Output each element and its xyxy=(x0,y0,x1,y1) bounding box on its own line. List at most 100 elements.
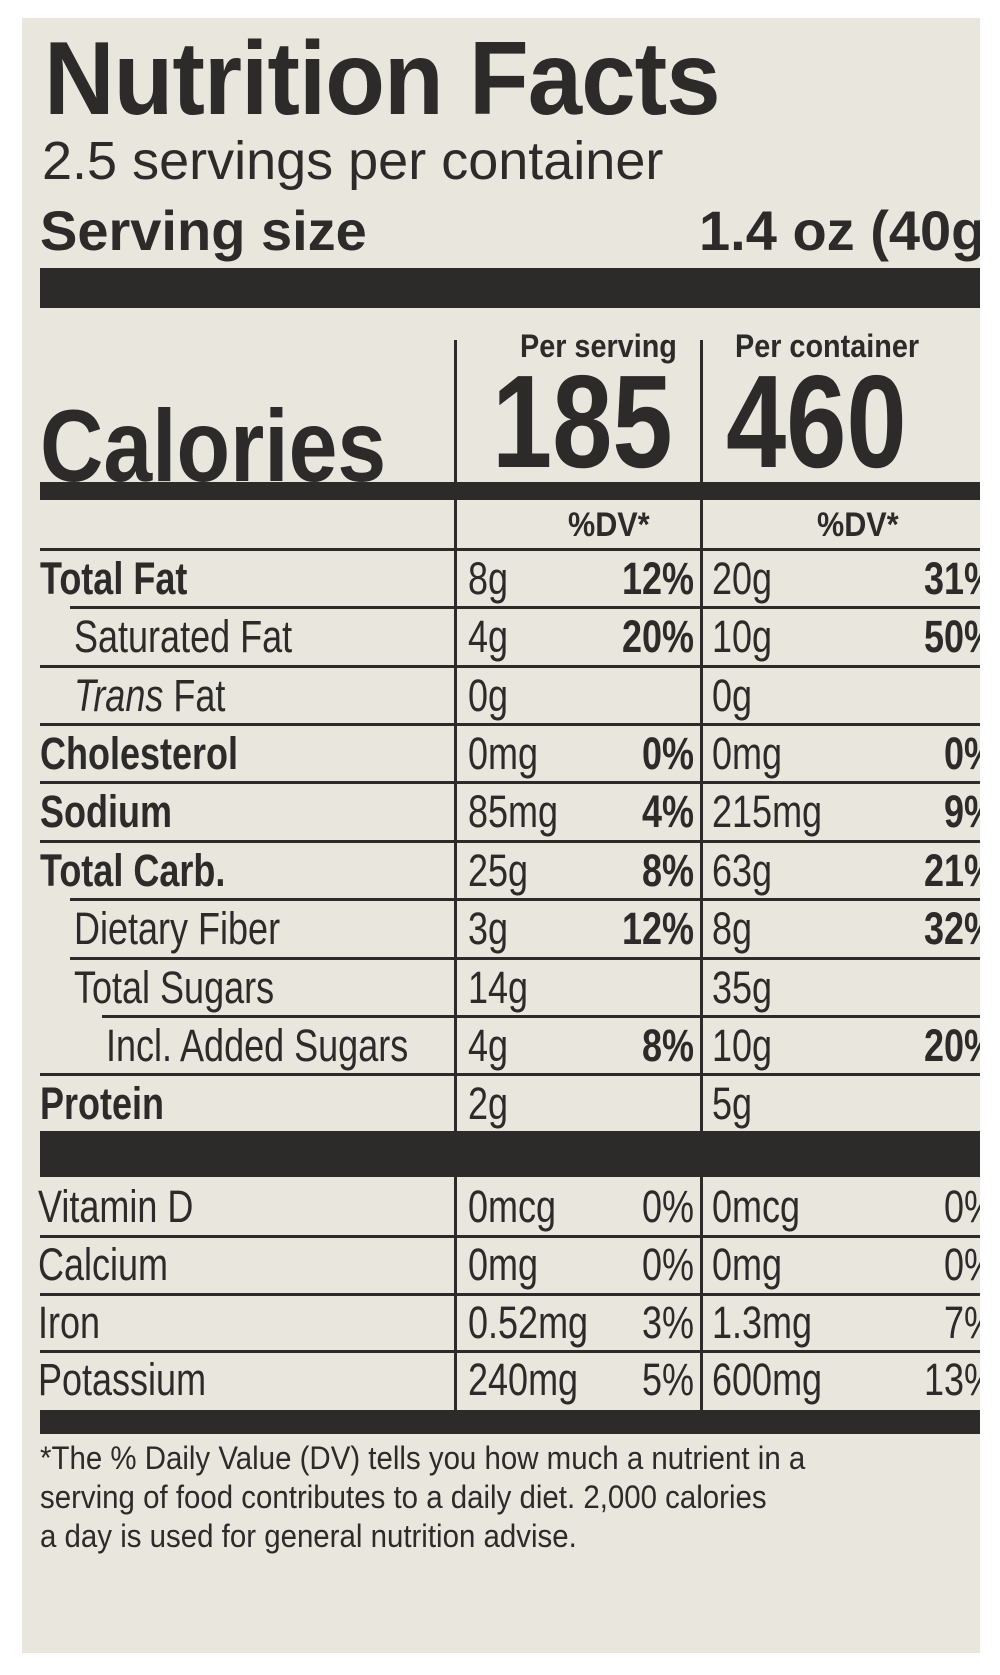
calories-divider-left xyxy=(454,340,457,482)
serving-amount: 0g xyxy=(468,670,509,721)
container-dv: 0% xyxy=(943,1239,980,1290)
column-divider-left xyxy=(454,1177,457,1410)
container-dv: 20% xyxy=(923,1020,980,1071)
serving-amount: 14g xyxy=(468,962,529,1013)
container-dv: 32% xyxy=(923,903,980,954)
serving-dv: 0% xyxy=(641,1181,694,1232)
serving-size-value: 1.4 oz (40g) xyxy=(699,199,980,262)
thick-divider-footnote xyxy=(40,1410,980,1434)
thick-divider-top xyxy=(40,268,980,308)
per-container-header: Per container xyxy=(735,328,920,364)
container-amount: 0mcg xyxy=(712,1181,801,1232)
row-divider xyxy=(40,665,980,668)
container-amount: 600mg xyxy=(712,1354,823,1405)
serving-dv: 20% xyxy=(621,611,694,662)
serving-amount: 8g xyxy=(468,553,509,604)
serving-amount: 85mg xyxy=(468,786,559,837)
container-amount: 0mg xyxy=(712,728,783,779)
serving-amount: 25g xyxy=(468,845,529,896)
row-divider xyxy=(40,1073,980,1076)
container-amount: 0g xyxy=(712,670,753,721)
vitamin-name: Vitamin D xyxy=(38,1181,194,1232)
serving-dv: 4% xyxy=(641,786,694,837)
container-dv: 0% xyxy=(943,728,980,779)
container-dv: 31% xyxy=(923,553,980,604)
serving-dv: 8% xyxy=(641,845,694,896)
serving-amount: 4g xyxy=(468,611,509,662)
nutrient-name-italic: Trans xyxy=(74,670,164,721)
nutrition-facts-label: Nutrition Facts 2.5 servings per contain… xyxy=(36,18,980,1648)
container-amount: 20g xyxy=(712,553,773,604)
container-amount: 10g xyxy=(712,611,773,662)
row-divider xyxy=(70,898,980,901)
serving-amount: 240mg xyxy=(468,1354,579,1405)
row-divider xyxy=(102,1015,980,1018)
container-dv: 9% xyxy=(943,786,980,837)
serving-amount: 0.52mg xyxy=(468,1297,589,1348)
container-dv: 7% xyxy=(943,1297,980,1348)
row-divider xyxy=(40,840,980,843)
container-amount: 63g xyxy=(712,845,773,896)
container-amount: 8g xyxy=(712,903,753,954)
row-divider xyxy=(40,1235,980,1238)
serving-size-label: Serving size xyxy=(40,199,367,262)
thick-divider-vitamins xyxy=(40,1131,980,1177)
vitamin-name: Potassium xyxy=(38,1354,207,1405)
nutrient-name: Saturated Fat xyxy=(74,611,293,662)
column-divider-left xyxy=(454,500,457,1131)
nutrient-name: Dietary Fiber xyxy=(74,903,281,954)
calories-per-serving: 185 xyxy=(492,348,673,495)
container-dv: 13% xyxy=(923,1354,980,1405)
thick-divider-calories xyxy=(40,482,980,500)
calories-per-container: 460 xyxy=(726,348,907,495)
row-divider xyxy=(40,781,980,784)
nutrient-name: Trans Fat xyxy=(74,670,225,722)
dv-header-container: %DV* xyxy=(817,506,899,544)
nutrient-name: Sodium xyxy=(40,786,172,837)
row-divider xyxy=(40,1293,980,1296)
dv-header-serving: %DV* xyxy=(568,506,650,544)
container-amount: 215mg xyxy=(712,786,823,837)
container-dv: 50% xyxy=(923,611,980,662)
column-divider-right xyxy=(700,1177,703,1410)
container-dv: 21% xyxy=(923,845,980,896)
nutrient-name: Cholesterol xyxy=(40,728,239,779)
serving-amount: 0mg xyxy=(468,1239,539,1290)
serving-dv: 12% xyxy=(621,903,694,954)
column-divider-right xyxy=(700,500,703,1131)
row-divider xyxy=(40,723,980,726)
nutrient-name: Total Carb. xyxy=(40,845,226,896)
nutrient-name: Incl. Added Sugars xyxy=(106,1020,409,1071)
serving-dv: 12% xyxy=(621,553,694,604)
nutrient-name: Protein xyxy=(40,1078,165,1129)
serving-dv: 0% xyxy=(641,1239,694,1290)
serving-dv: 3% xyxy=(641,1297,694,1348)
serving-dv: 5% xyxy=(641,1354,694,1405)
serving-amount: 0mcg xyxy=(468,1181,557,1232)
vitamin-name: Calcium xyxy=(38,1239,169,1290)
serving-amount: 0mg xyxy=(468,728,539,779)
nutrient-name-rest: Fat xyxy=(163,670,226,721)
serving-amount: 4g xyxy=(468,1020,509,1071)
serving-dv: 8% xyxy=(641,1020,694,1071)
row-divider xyxy=(70,957,980,960)
vitamin-name: Iron xyxy=(38,1297,101,1348)
nutrient-name: Total Sugars xyxy=(74,962,275,1013)
container-amount: 1.3mg xyxy=(712,1297,813,1348)
servings-per-container: 2.5 servings per container xyxy=(42,131,664,191)
footnote-line: a day is used for general nutrition advi… xyxy=(40,1518,577,1554)
serving-amount: 2g xyxy=(468,1078,509,1129)
label-title: Nutrition Facts xyxy=(44,21,721,137)
serving-amount: 3g xyxy=(468,903,509,954)
container-amount: 35g xyxy=(712,962,773,1013)
serving-dv: 0% xyxy=(641,728,694,779)
row-divider xyxy=(70,606,980,609)
calories-divider-right xyxy=(700,340,703,482)
container-amount: 5g xyxy=(712,1078,753,1129)
footnote-line: serving of food contributes to a daily d… xyxy=(40,1479,767,1515)
container-amount: 10g xyxy=(712,1020,773,1071)
nutrient-name: Total Fat xyxy=(40,553,188,604)
row-divider xyxy=(40,548,980,551)
per-serving-header: Per serving xyxy=(520,328,677,364)
footnote-line: *The % Daily Value (DV) tells you how mu… xyxy=(40,1440,806,1476)
